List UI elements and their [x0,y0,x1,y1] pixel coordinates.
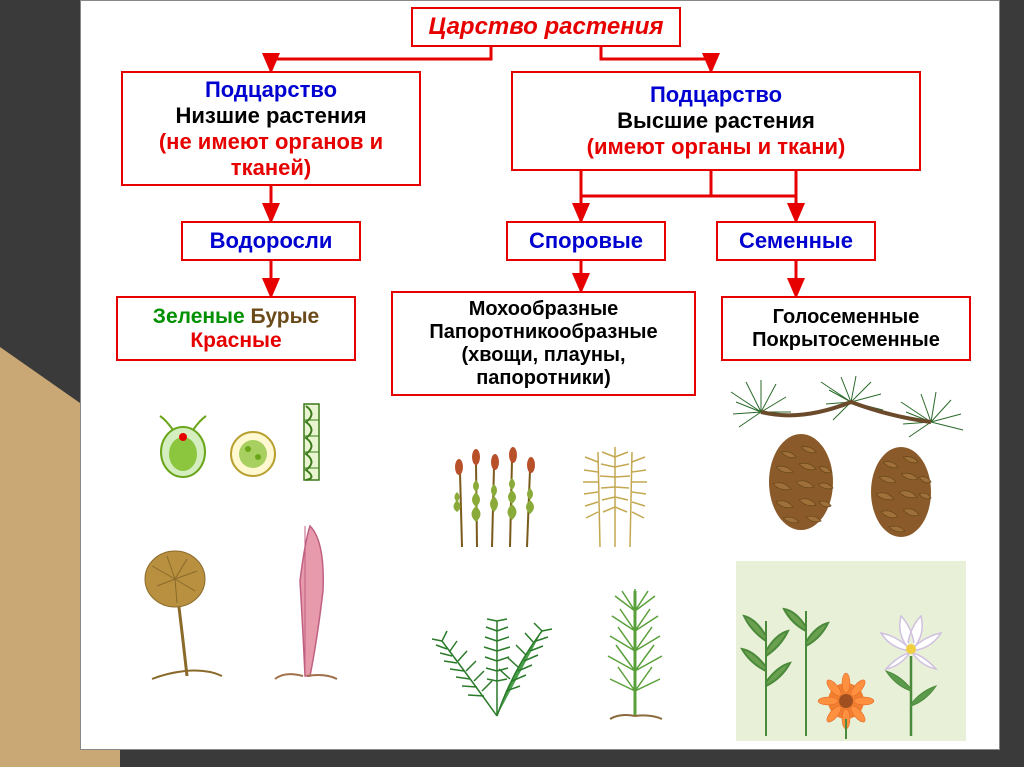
algae-chlamydomonas-icon [148,412,218,482]
sub-left-l4: тканей) [231,155,311,181]
box-spore: Споровые [506,221,666,261]
horsetail-icon [590,571,680,721]
box-spore-types: Мохообразные Папоротникообразные (хвощи,… [391,291,696,396]
spore-label: Споровые [529,228,643,254]
seed-label: Семенные [739,228,853,254]
seed-t2: Покрытосеменные [752,329,940,352]
algae-label: Водоросли [210,228,333,254]
box-algae-types: Зеленые Бурые Красные [116,296,356,361]
box-kingdom: Царство растения [411,7,681,47]
flowering-plants-icon [736,561,966,741]
algae-brown-kelp-icon [127,531,247,681]
algae-red-icon [255,511,355,681]
pine-cone-1-icon [769,434,833,530]
spore-t2: Папоротникообразные [429,321,657,344]
sub-left-l2: Низшие растения [175,103,366,129]
algae-red: Красные [190,329,281,353]
sub-left-l3: (не имеют органов и [159,129,383,155]
illustration-algae-group [101,381,381,681]
sub-right-l3: (имеют органы и ткани) [587,134,846,160]
box-subkingdom-lower: Подцарство Низшие растения (не имеют орг… [121,71,421,186]
pine-cone-2-icon [871,447,931,537]
fern-icon [412,591,582,721]
sub-right-l2: Высшие растения [617,108,815,134]
illustration-spore-group [391,401,701,721]
sub-left-l1: Подцарство [205,77,337,103]
algae-chlorella-icon [226,427,281,482]
sphagnum-moss-icon [570,422,660,552]
seed-t1: Голосеменные [773,306,920,329]
pine-cone-branch-icon [721,372,981,552]
algae-spirogyra-icon [289,402,334,482]
box-subkingdom-higher: Подцарство Высшие растения (имеют органы… [511,71,921,171]
box-algae: Водоросли [181,221,361,261]
diagram-panel: Царство растения Подцарство Низшие расте… [80,0,1000,750]
illustration-seed-group [711,371,991,741]
spore-t3: (хвощи, плауны, [461,344,625,367]
algae-green: Зеленые [153,305,245,328]
kingdom-label: Царство растения [428,13,663,41]
algae-brown: Бурые [251,305,320,328]
spore-t1: Мохообразные [469,298,619,321]
moss-icon [432,412,562,552]
box-seed: Семенные [716,221,876,261]
sub-right-l1: Подцарство [650,82,782,108]
box-seed-types: Голосеменные Покрытосеменные [721,296,971,361]
spore-t4: папоротники) [476,367,611,390]
